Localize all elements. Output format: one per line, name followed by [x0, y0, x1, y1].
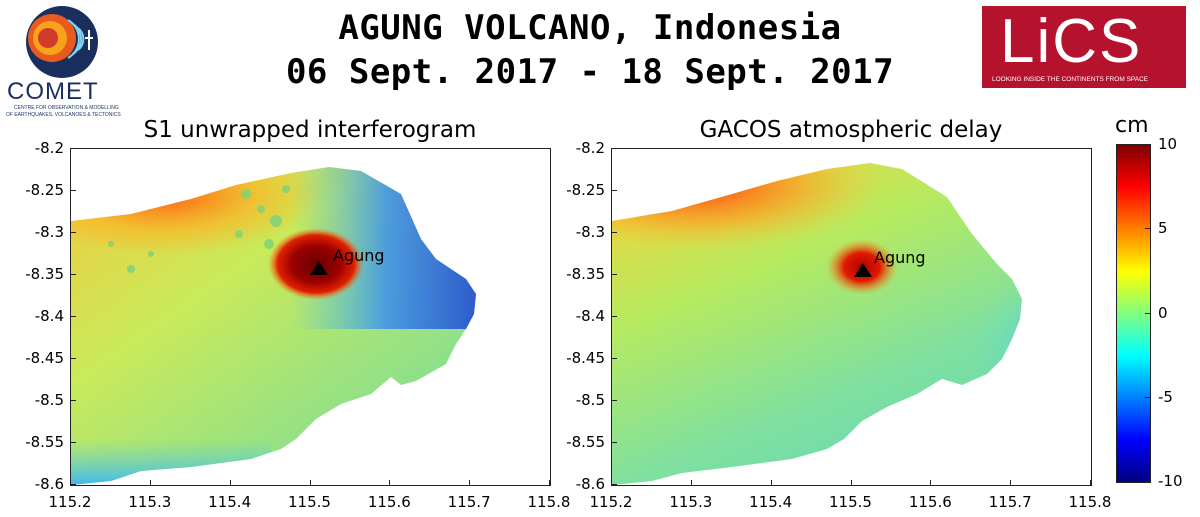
panel-left-title: S1 unwrapped interferogram — [143, 117, 477, 143]
page-subtitle-dates: 06 Sept. 2017 - 18 Sept. 2017 — [285, 52, 895, 92]
y-tick-mark-right — [612, 358, 617, 359]
comet-subtitle-2: OF EARTHQUAKES, VOLCANOES & TECTONICS — [6, 112, 121, 118]
y-tick-mark-left — [71, 316, 76, 317]
y-tick-label-right: -8.2 — [575, 139, 605, 157]
x-tick-mark-right — [770, 480, 772, 485]
volcano-marker-left-icon — [310, 261, 328, 275]
y-tick-mark-left — [71, 232, 76, 233]
x-tick-mark-right — [1090, 480, 1091, 485]
page-title: AGUNG VOLCANO, Indonesia — [338, 8, 842, 48]
x-tick-label-right: 115.7 — [988, 493, 1032, 511]
y-tick-mark-right — [612, 148, 617, 149]
y-tick-label-right: -8.3 — [575, 223, 605, 241]
x-tick-label-left: 115.4 — [208, 493, 252, 511]
y-tick-label-right: -8.4 — [575, 307, 605, 325]
y-tick-label-right: -8.35 — [566, 265, 605, 283]
x-tick-label-left: 115.6 — [367, 493, 411, 511]
y-tick-mark-left — [71, 358, 76, 359]
x-tick-mark-right — [850, 480, 852, 485]
x-tick-mark-left — [149, 480, 151, 485]
gacos-delay-map — [612, 163, 1022, 485]
volcano-label-left: Agung — [333, 246, 385, 265]
colorbar-tick-mark — [1145, 396, 1150, 398]
y-tick-mark-right — [612, 190, 617, 191]
colorbar-tick-label: -5 — [1158, 387, 1173, 406]
y-tick-label-left: -8.5 — [34, 391, 64, 409]
comet-emblem-icon — [26, 6, 98, 78]
y-tick-label-right: -8.6 — [575, 475, 605, 493]
colorbar — [1116, 144, 1151, 483]
y-tick-mark-left — [71, 484, 76, 485]
x-tick-label-right: 115.6 — [908, 493, 952, 511]
x-tick-mark-right — [930, 480, 932, 485]
volcano-marker-right-icon — [854, 263, 872, 277]
x-tick-mark-left — [70, 480, 71, 485]
plot-right: Agung — [611, 148, 1092, 486]
x-tick-mark-right — [611, 480, 612, 485]
x-tick-label-right: 115.8 — [1068, 493, 1112, 511]
x-tick-mark-left — [309, 480, 311, 485]
y-tick-label-right: -8.45 — [566, 349, 605, 367]
panel-right-title: GACOS atmospheric delay — [699, 117, 1003, 143]
y-tick-mark-right — [612, 274, 617, 275]
x-tick-label-left: 115.2 — [48, 493, 92, 511]
x-tick-label-left: 115.3 — [128, 493, 172, 511]
x-tick-label-left: 115.5 — [288, 493, 331, 511]
y-tick-label-left: -8.4 — [34, 307, 64, 325]
x-tick-mark-left — [229, 480, 231, 485]
colorbar-tick-label: -10 — [1158, 472, 1183, 490]
lics-tagline: LOOKING INSIDE THE CONTINENTS FROM SPACE — [992, 76, 1149, 83]
y-tick-mark-left — [71, 148, 76, 149]
y-tick-mark-right — [612, 232, 617, 233]
y-tick-label-left: -8.35 — [25, 265, 64, 283]
x-tick-mark-left — [389, 480, 391, 485]
colorbar-tick-mark — [1145, 228, 1150, 230]
x-tick-label-left: 115.7 — [447, 493, 491, 511]
colorbar-tick-mark — [1145, 481, 1150, 482]
colorbar-tick-label: 5 — [1158, 219, 1168, 238]
y-tick-mark-left — [71, 190, 76, 191]
colorbar-unit: cm — [1115, 113, 1149, 138]
y-tick-label-left: -8.45 — [25, 349, 64, 367]
x-tick-mark-left — [469, 480, 471, 485]
colorbar-tick-label: 10 — [1158, 135, 1178, 153]
y-tick-label-left: -8.2 — [34, 139, 64, 157]
x-tick-label-right: 115.2 — [589, 493, 633, 511]
colorbar-tick-mark — [1145, 144, 1150, 145]
y-tick-label-left: -8.55 — [25, 433, 64, 451]
y-tick-label-left: -8.25 — [25, 181, 64, 199]
y-tick-label-left: -8.6 — [34, 475, 64, 493]
y-tick-label-left: -8.3 — [34, 223, 64, 241]
y-tick-label-right: -8.5 — [575, 391, 605, 409]
volcano-label-right: Agung — [874, 248, 926, 267]
y-tick-mark-right — [612, 442, 617, 443]
x-tick-mark-right — [690, 480, 692, 485]
x-tick-label-right: 115.5 — [829, 493, 872, 511]
y-tick-mark-right — [612, 316, 617, 317]
y-tick-mark-right — [612, 400, 617, 401]
comet-subtitle-1: CENTRE FOR OBSERVATION & MODELLING — [14, 105, 119, 111]
x-tick-mark-left — [549, 480, 550, 485]
y-tick-label-right: -8.25 — [566, 181, 605, 199]
y-tick-mark-right — [612, 484, 617, 485]
lics-logo: LiCS LOOKING INSIDE THE CONTINENTS FROM … — [982, 6, 1186, 88]
colorbar-tick-mark — [1145, 312, 1150, 314]
y-tick-mark-left — [71, 274, 76, 275]
x-tick-mark-right — [1010, 480, 1012, 485]
x-tick-label-right: 115.3 — [669, 493, 713, 511]
x-tick-label-left: 115.8 — [527, 493, 571, 511]
y-tick-mark-left — [71, 400, 76, 401]
plot-left: Agung — [70, 148, 551, 486]
colorbar-tick-label: 0 — [1158, 303, 1168, 322]
y-tick-mark-left — [71, 442, 76, 443]
y-tick-label-right: -8.55 — [566, 433, 605, 451]
lics-name: LiCS — [1000, 7, 1143, 76]
x-tick-label-right: 115.4 — [749, 493, 793, 511]
comet-logo: COMET CENTRE FOR OBSERVATION & MODELLING… — [0, 0, 125, 125]
comet-name: COMET — [7, 78, 99, 105]
interferogram-map — [71, 167, 476, 485]
